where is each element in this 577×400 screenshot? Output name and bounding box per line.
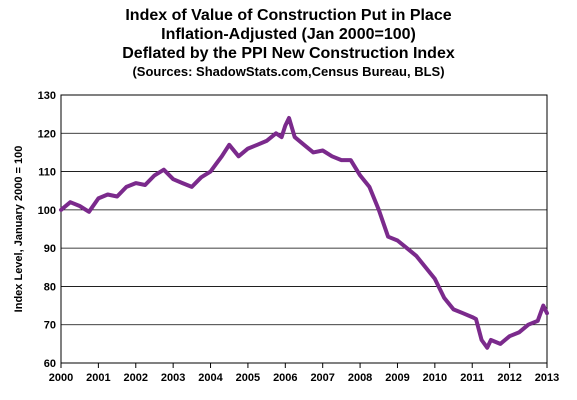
x-tick-label: 2010 [423,372,447,384]
x-axis-ticks: 2000 2001 2002 2003 2004 2005 2006 2007 2008 2009… [49,363,559,384]
x-tick-label: 2002 [124,372,148,384]
x-tick-label: 2009 [385,372,409,384]
x-tick-label: 2012 [497,372,521,384]
y-tick-label: 60 [44,358,56,370]
chart-subtitle: (Sources: ShadowStats.com,Census Bureau,… [132,64,445,79]
y-axis-ticks: 60 70 80 90 100 110 120 130 [38,90,56,370]
y-tick-label: 80 [44,281,56,293]
x-tick-label: 2011 [460,372,484,384]
y-tick-label: 70 [44,320,56,332]
x-tick-label: 2013 [535,372,559,384]
chart-title-line-3: Deflated by the PPI New Construction Ind… [122,45,455,62]
x-tick-label: 2001 [86,372,110,384]
chart-title-line-1: Index of Value of Construction Put in Pl… [125,7,452,24]
chart-title-line-2: Inflation-Adjusted (Jan 2000=100) [161,26,416,43]
x-tick-label: 2000 [49,372,73,384]
x-tick-label: 2007 [310,372,334,384]
chart-title-block: Index of Value of Construction Put in Pl… [0,6,577,80]
plot-frame [60,94,548,364]
y-tick-label: 130 [38,90,56,102]
y-tick-label: 90 [44,243,56,255]
y-tick-label: 100 [38,205,56,217]
grid-lines [61,94,547,364]
x-tick-label: 2008 [348,372,372,384]
x-tick-label: 2005 [236,372,260,384]
x-tick-label: 2006 [273,372,297,384]
y-tick-label: 110 [38,167,56,179]
series-line [59,116,549,350]
y-axis-label: Index Level, January 2000 = 100 [13,146,25,313]
y-tick-label: 120 [38,128,56,140]
x-tick-label: 2003 [161,372,185,384]
x-tick-label: 2004 [198,372,223,384]
